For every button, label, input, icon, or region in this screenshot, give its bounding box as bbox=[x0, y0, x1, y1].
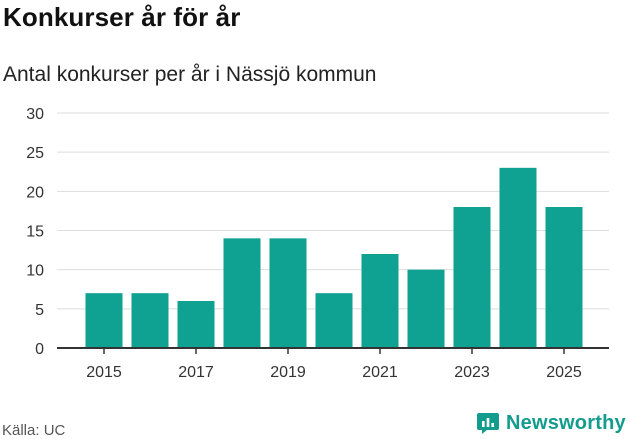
brand-logo[interactable]: Newsworthy bbox=[476, 409, 626, 437]
bar-2025 bbox=[545, 207, 583, 348]
bar-2020 bbox=[315, 293, 353, 348]
bar-2018 bbox=[223, 238, 261, 348]
chart-title: Konkurser år för år bbox=[3, 2, 241, 32]
bar-2015 bbox=[85, 293, 123, 348]
brand-name: Newsworthy bbox=[506, 411, 626, 434]
chart-subtitle: Antal konkurser per år i Nässjö kommun bbox=[3, 63, 377, 86]
source-note: Källa: UC bbox=[2, 422, 66, 439]
bar-2022 bbox=[407, 269, 445, 348]
x-tick-label-2021: 2021 bbox=[362, 364, 398, 381]
bars bbox=[85, 167, 583, 348]
y-axis-tick-labels: 0 5 10 15 20 25 30 bbox=[26, 106, 44, 358]
newsworthy-logo-icon bbox=[477, 413, 499, 434]
y-tick-label-5: 5 bbox=[35, 302, 44, 319]
y-tick-label-30: 30 bbox=[26, 106, 44, 123]
x-tick-label-2017: 2017 bbox=[178, 364, 214, 381]
y-tick-label-10: 10 bbox=[26, 263, 44, 280]
x-tick-label-2015: 2015 bbox=[86, 364, 122, 381]
x-tick-label-2025: 2025 bbox=[546, 364, 582, 381]
x-axis-tick-labels: 2015 2017 2019 2021 2023 2025 bbox=[86, 364, 582, 381]
x-axis bbox=[57, 347, 609, 354]
bar-2024 bbox=[499, 167, 537, 348]
y-tick-label-15: 15 bbox=[26, 224, 44, 241]
x-tick-label-2019: 2019 bbox=[270, 364, 306, 381]
x-tick-label-2023: 2023 bbox=[454, 364, 490, 381]
bar-2017 bbox=[177, 301, 215, 348]
bar-2021 bbox=[361, 254, 399, 348]
bar-2023 bbox=[453, 207, 491, 348]
y-tick-label-20: 20 bbox=[26, 184, 44, 201]
bar-2016 bbox=[131, 293, 169, 348]
bar-2019 bbox=[269, 238, 307, 348]
y-tick-label-0: 0 bbox=[35, 341, 44, 358]
y-tick-label-25: 25 bbox=[26, 145, 44, 162]
